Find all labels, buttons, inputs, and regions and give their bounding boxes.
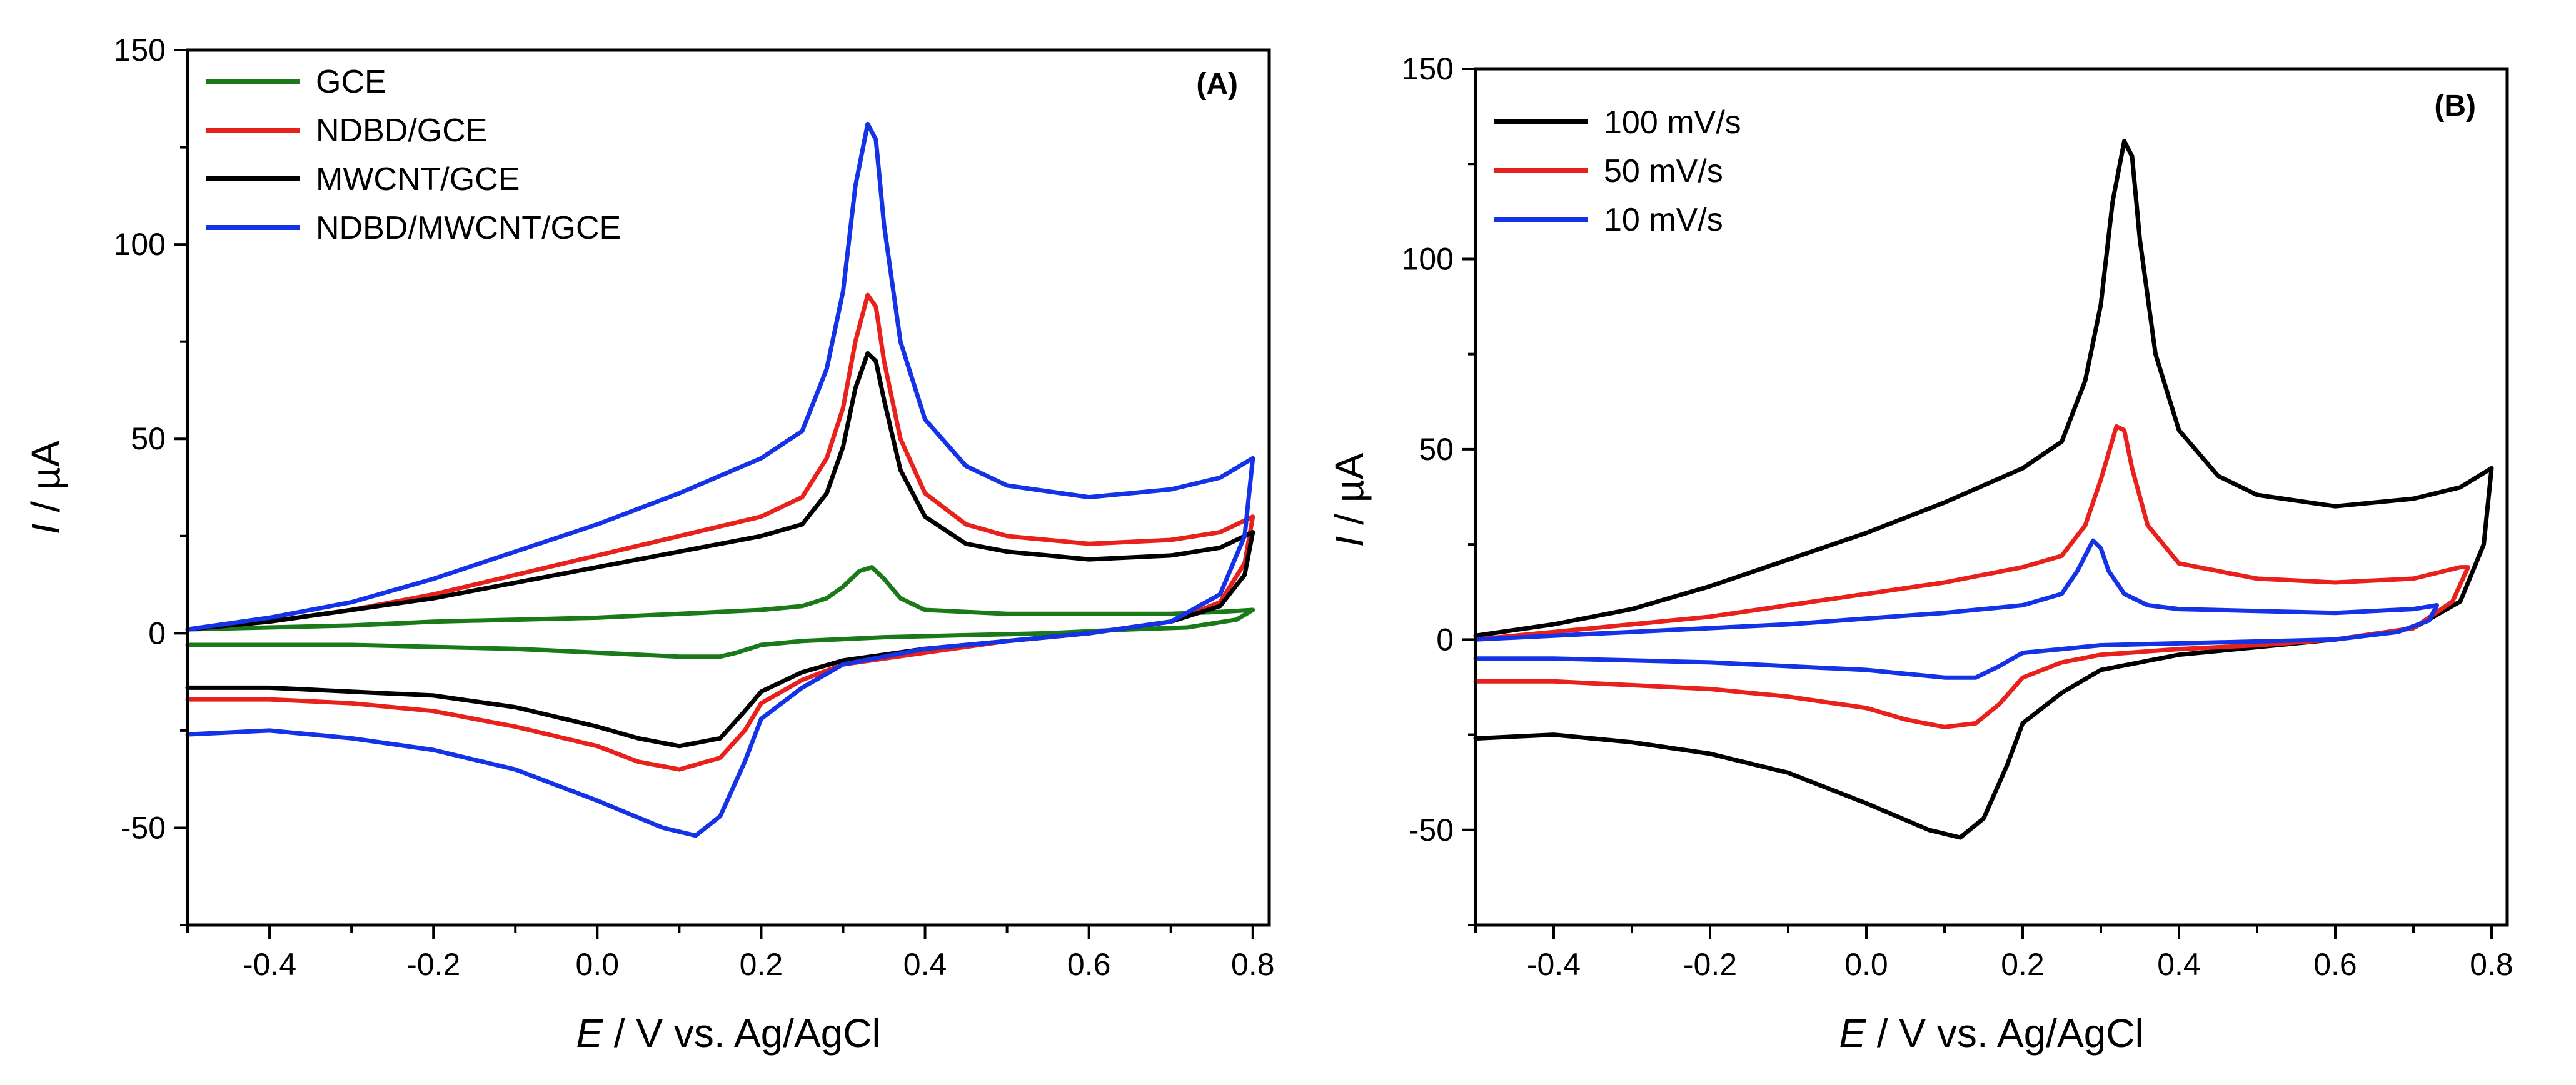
legend-label: 100 mV/s <box>1604 104 1741 141</box>
panel-a-y-tick-label: 50 <box>131 421 166 456</box>
legend-label: 10 mV/s <box>1604 202 1723 238</box>
legend-label: NDBD/GCE <box>316 112 487 149</box>
panel-a-series-mwcnt-gce <box>185 351 1255 749</box>
panel-b-x-tick-label: 0.8 <box>2470 947 2513 982</box>
panel-b-x-tick-label: 0.2 <box>2001 947 2045 982</box>
panel-b-series-10-mv-s <box>1473 538 2439 680</box>
panel-a-x-tick-label: 0.2 <box>740 947 783 982</box>
panel-a-series-ndbd-mwcnt-gce <box>185 121 1255 838</box>
panel-a-curves <box>185 121 1255 838</box>
panel-b-x-tick-label: 0.0 <box>1844 947 1888 982</box>
panel-a: -0.4 -0.2 0.0 0.2 0.4 0.6 0.8 -50 0 50 100 150 E / … <box>23 32 1275 1056</box>
panel-a-frame <box>186 48 1271 927</box>
panel-a-tick-labels: -0.4 -0.2 0.0 0.2 0.4 0.6 0.8 -50 0 50 100 150 <box>114 32 1275 982</box>
panel-a-y-tick-label: -50 <box>121 810 166 845</box>
panel-a-x-tick-label: 0.0 <box>576 947 620 982</box>
panel-a-label: (A) <box>1196 68 1238 101</box>
panel-a-x-tick-label: -0.2 <box>406 947 460 982</box>
panel-a-x-tick-label: 0.6 <box>1067 947 1111 982</box>
legend-label: 50 mV/s <box>1604 153 1723 189</box>
panel-a-series-ndbd-gce <box>185 292 1255 772</box>
panel-b-frame <box>1474 67 2509 927</box>
panel-a-x-tick-label: 0.4 <box>903 947 947 982</box>
panel-a-y-tick-label: 0 <box>148 616 166 651</box>
panel-a-y-tick-label: 100 <box>114 227 166 262</box>
panel-b-x-tick-label: -0.2 <box>1683 947 1737 982</box>
panel-b: -0.4 -0.2 0.0 0.2 0.4 0.6 0.8 -50 0 50 100 150 E / … <box>1327 51 2513 1056</box>
legend-label: MWCNT/GCE <box>316 161 520 198</box>
panel-a-y-tick-label: 150 <box>114 32 166 68</box>
panel-b-series-100-mv-s <box>1473 139 2494 840</box>
panel-a-x-axis-title: E / V vs. Ag/AgCl <box>576 1011 880 1056</box>
panel-b-y-tick-label: -50 <box>1409 812 1454 848</box>
panel-b-curves <box>1473 139 2494 840</box>
panel-a-ticks <box>174 49 1254 939</box>
panel-b-y-tick-label: 150 <box>1402 51 1454 86</box>
panel-b-x-axis-title: E / V vs. Ag/AgCl <box>1839 1011 2143 1056</box>
panel-a-x-tick-label: -0.4 <box>243 947 296 982</box>
panel-a-legend: GCE NDBD/GCE MWCNT/GCE NDBD/MWCNT/GCE <box>206 64 621 246</box>
panel-b-tick-labels: -0.4 -0.2 0.0 0.2 0.4 0.6 0.8 -50 0 50 100 150 <box>1402 51 2513 982</box>
panel-b-legend: 100 mV/s 50 mV/s 10 mV/s <box>1494 104 1741 238</box>
panel-b-y-tick-label: 50 <box>1419 432 1454 467</box>
panel-b-y-tick-label: 0 <box>1436 622 1454 657</box>
legend-label: NDBD/MWCNT/GCE <box>316 210 621 246</box>
panel-b-label: (B) <box>2434 89 2476 122</box>
legend-label: GCE <box>316 64 386 100</box>
panel-b-x-tick-label: 0.4 <box>2157 947 2201 982</box>
panel-b-x-tick-label: 0.6 <box>2313 947 2357 982</box>
panel-a-y-axis-title: I / µA <box>23 440 68 534</box>
panel-b-ticks <box>1462 68 2493 939</box>
panel-a-x-tick-label: 0.8 <box>1231 947 1275 982</box>
panel-b-y-axis-title: I / µA <box>1327 452 1372 547</box>
panel-b-series-50-mv-s <box>1473 424 2470 729</box>
panel-b-y-tick-label: 100 <box>1402 241 1454 276</box>
panel-b-x-tick-label: -0.4 <box>1527 947 1581 982</box>
